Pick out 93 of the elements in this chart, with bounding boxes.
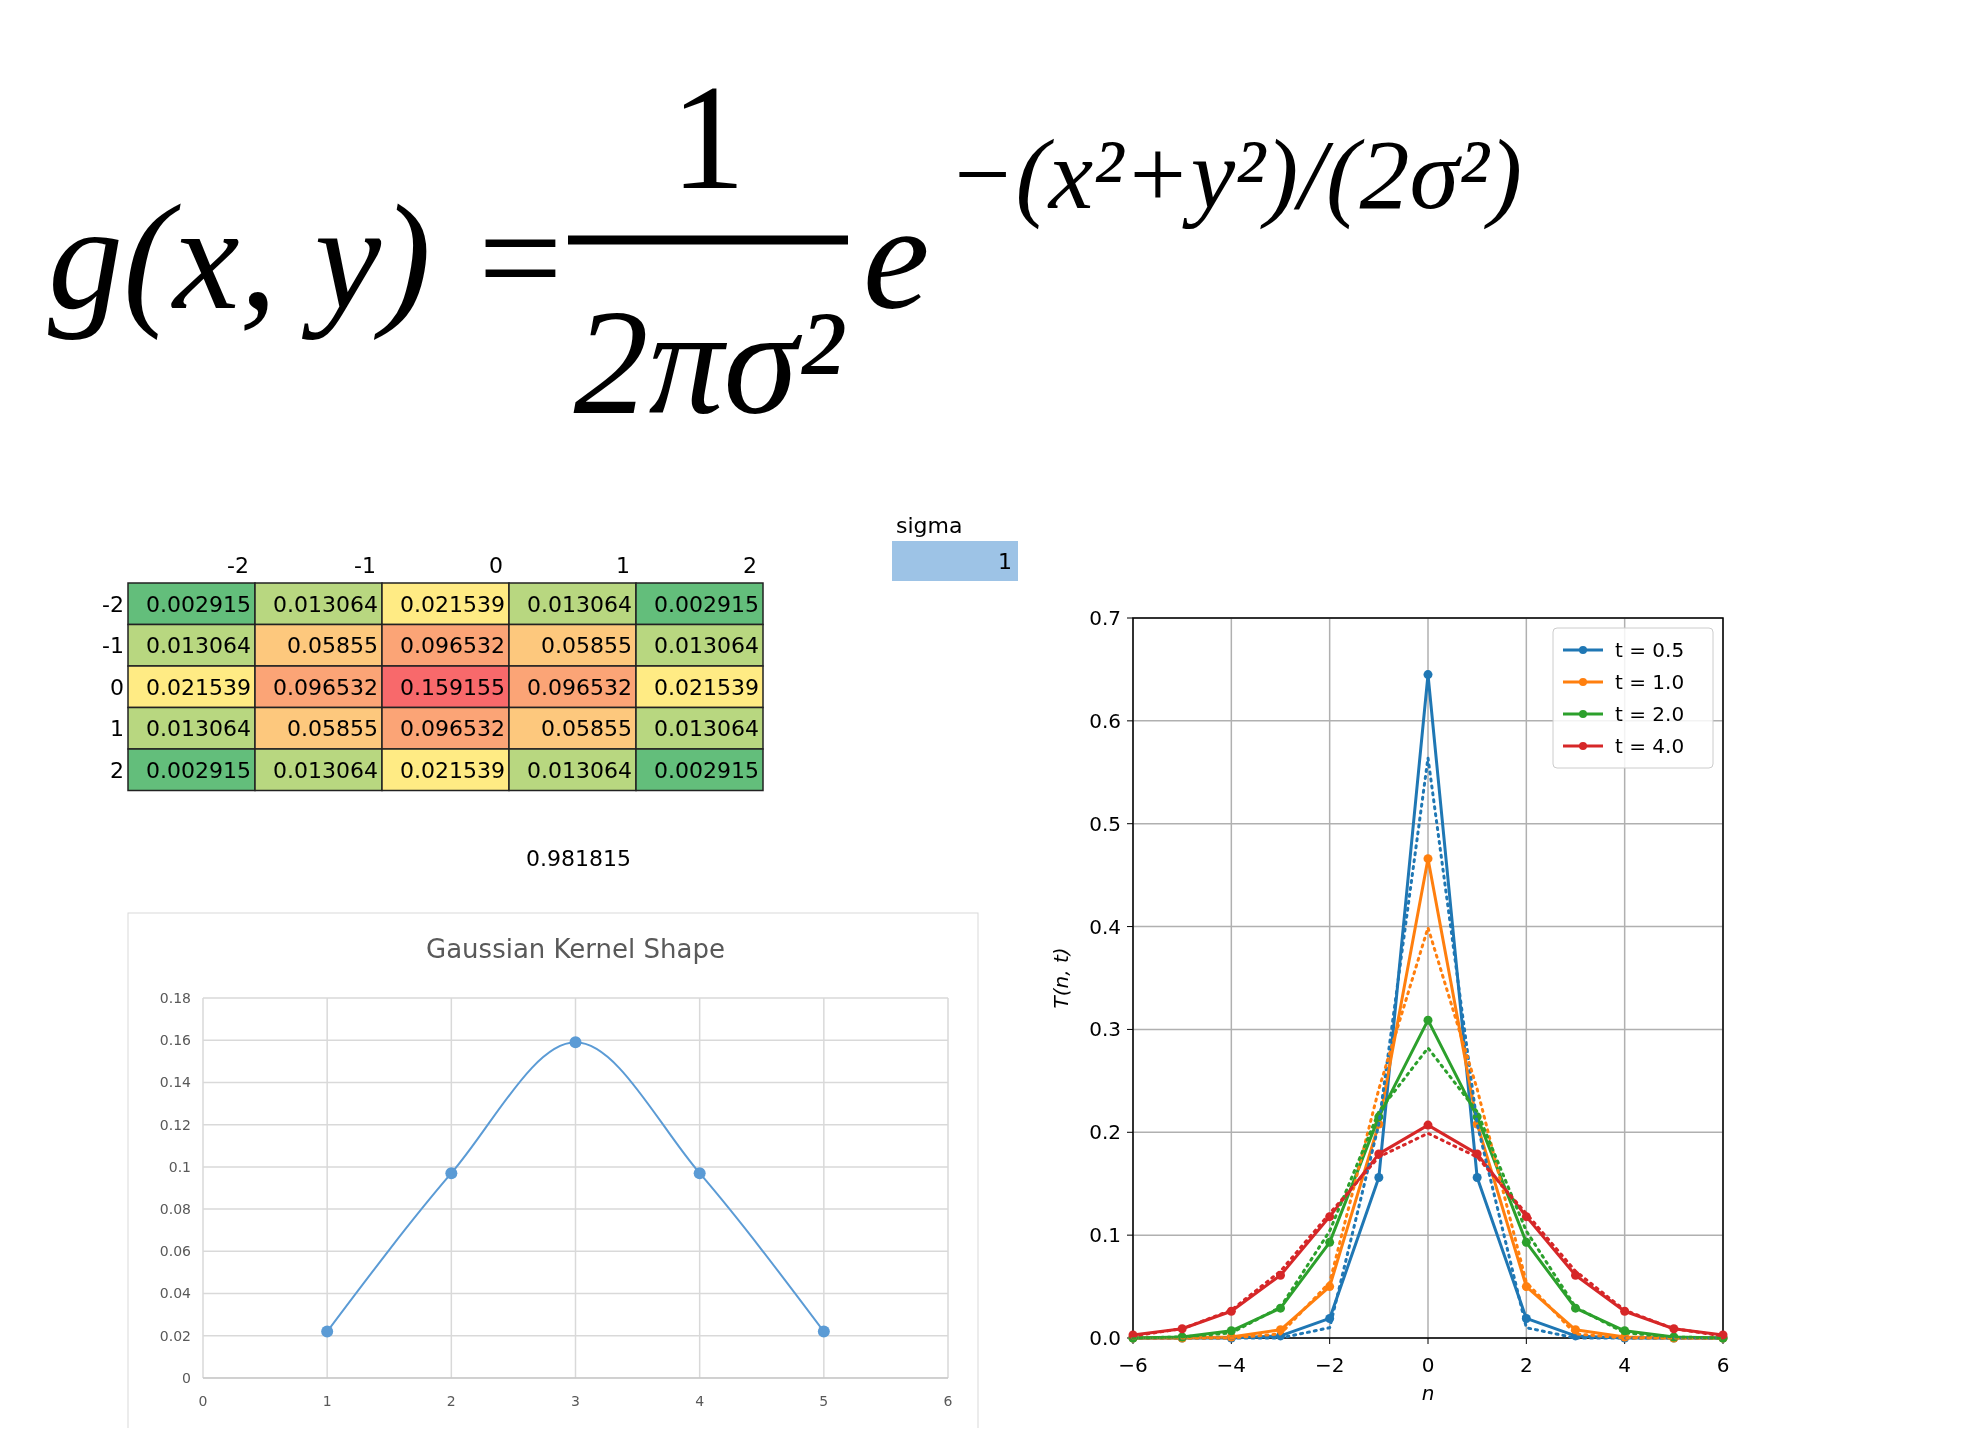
point [1521, 1237, 1531, 1247]
x-tick-label: -1 [354, 553, 376, 578]
data-label: 0.013064 [273, 757, 378, 783]
data-label: 0.05855 [541, 716, 632, 742]
x-tick-label: −2 [1314, 1353, 1345, 1377]
y-axis-title: T(n, t) [1049, 947, 1073, 1009]
x-tick-label: 6 [1716, 1353, 1730, 1377]
legend-label: t = 0.5 [1615, 638, 1685, 662]
x-tick-label: 2 [446, 1393, 456, 1409]
x-tick-label: 2 [1519, 1353, 1533, 1377]
y-tick-label: 0.2 [1089, 1120, 1121, 1145]
legend-label: t = 2.0 [1615, 702, 1685, 726]
data-label: 0.021539 [654, 674, 759, 700]
data-label: 0.096532 [400, 716, 505, 742]
y-tick-label: 0.12 [159, 1116, 191, 1133]
data-label: 0.021539 [400, 591, 505, 617]
data-label: 0.096532 [527, 674, 632, 700]
point [569, 1036, 582, 1049]
y-tick-label: 0.14 [159, 1074, 192, 1091]
text: 1 [670, 54, 746, 220]
y-tick-label: 1 [110, 716, 124, 742]
data-label: 0.013064 [273, 591, 378, 617]
y-tick-label: 0.04 [159, 1285, 192, 1302]
y-tick-label: 0.08 [159, 1201, 191, 1218]
data-label: 0.013064 [654, 633, 759, 659]
point [321, 1325, 334, 1338]
y-tick-label: 0.1 [1089, 1223, 1121, 1248]
y-tick-label: 0.6 [1089, 708, 1121, 733]
data-label: 0.013064 [146, 716, 251, 742]
text: sigma [896, 513, 963, 538]
x-tick-label: 2 [743, 553, 757, 578]
data-label: 0.159155 [400, 674, 505, 700]
data-label: 0.002915 [146, 757, 251, 783]
y-tick-label: 0.16 [159, 1032, 192, 1049]
x-tick-label: 0 [1421, 1353, 1435, 1377]
y-tick-label: 0.7 [1089, 606, 1121, 630]
data-label: 0.021539 [400, 757, 505, 783]
y-tick-label: 2 [110, 757, 124, 783]
point [1374, 1173, 1384, 1183]
text: 2πσ² [573, 279, 845, 445]
legend-label: t = 1.0 [1615, 670, 1685, 694]
text: g(x, y) = [48, 174, 570, 341]
point [693, 1167, 706, 1180]
data-label: 0.05855 [287, 716, 378, 742]
y-tick-label: 0.06 [159, 1243, 192, 1260]
legend-label: t = 4.0 [1615, 734, 1685, 758]
y-tick-label: 0.1 [168, 1158, 191, 1175]
data-label: 0.002915 [654, 757, 759, 783]
y-tick-label: 0.5 [1089, 811, 1121, 836]
x-tick-label: −6 [1118, 1353, 1148, 1377]
y-tick-label: 0.3 [1089, 1017, 1121, 1042]
y-tick-label: 0.02 [159, 1327, 191, 1344]
y-tick-label: 0.4 [1089, 914, 1121, 939]
y-tick-label: -2 [102, 591, 124, 617]
x-axis-title: n [1421, 1381, 1435, 1405]
point [817, 1325, 830, 1338]
data-label: 0.05855 [541, 633, 632, 659]
point [1325, 1237, 1335, 1247]
x-tick-label: 4 [695, 1393, 705, 1409]
text: −(x²+y²)/(2σ²) [948, 119, 1522, 230]
data-label: 0.013064 [527, 757, 632, 783]
point [1423, 1120, 1433, 1130]
x-tick-label: −4 [1216, 1353, 1247, 1377]
data-label: 0.002915 [146, 591, 251, 617]
point [1423, 670, 1433, 680]
text: 0.981815 [526, 846, 631, 871]
y-tick-label: -1 [102, 633, 124, 659]
point [445, 1167, 458, 1180]
x-tick-label: 6 [943, 1393, 953, 1409]
point [1423, 854, 1433, 864]
data-label: 0.096532 [273, 674, 378, 700]
data-label: 0.013064 [527, 591, 632, 617]
data-label: 0.013064 [654, 716, 759, 742]
data-label: 0.05855 [287, 633, 378, 659]
y-tick-label: 0.18 [159, 989, 191, 1006]
point [1423, 1015, 1433, 1025]
text: e [863, 174, 930, 340]
data-label: 0.096532 [400, 633, 505, 659]
chart-title: Gaussian Kernel Shape [426, 934, 725, 964]
x-tick-label: 4 [1618, 1353, 1632, 1377]
point [1472, 1173, 1482, 1183]
y-tick-label: 0.0 [1089, 1326, 1121, 1350]
x-tick-label: 3 [571, 1393, 580, 1409]
x-tick-label: 0 [489, 553, 503, 578]
data-label: 0.002915 [654, 591, 759, 617]
data-label: 0.021539 [146, 674, 251, 700]
x-tick-label: 5 [819, 1393, 829, 1409]
x-tick-label: 1 [322, 1393, 332, 1409]
x-tick-label: 1 [616, 553, 630, 578]
x-tick-label: -2 [227, 553, 249, 578]
y-tick-label: 0 [110, 674, 124, 700]
x-tick-label: 0 [198, 1393, 208, 1409]
data-label: 0.013064 [146, 633, 251, 659]
